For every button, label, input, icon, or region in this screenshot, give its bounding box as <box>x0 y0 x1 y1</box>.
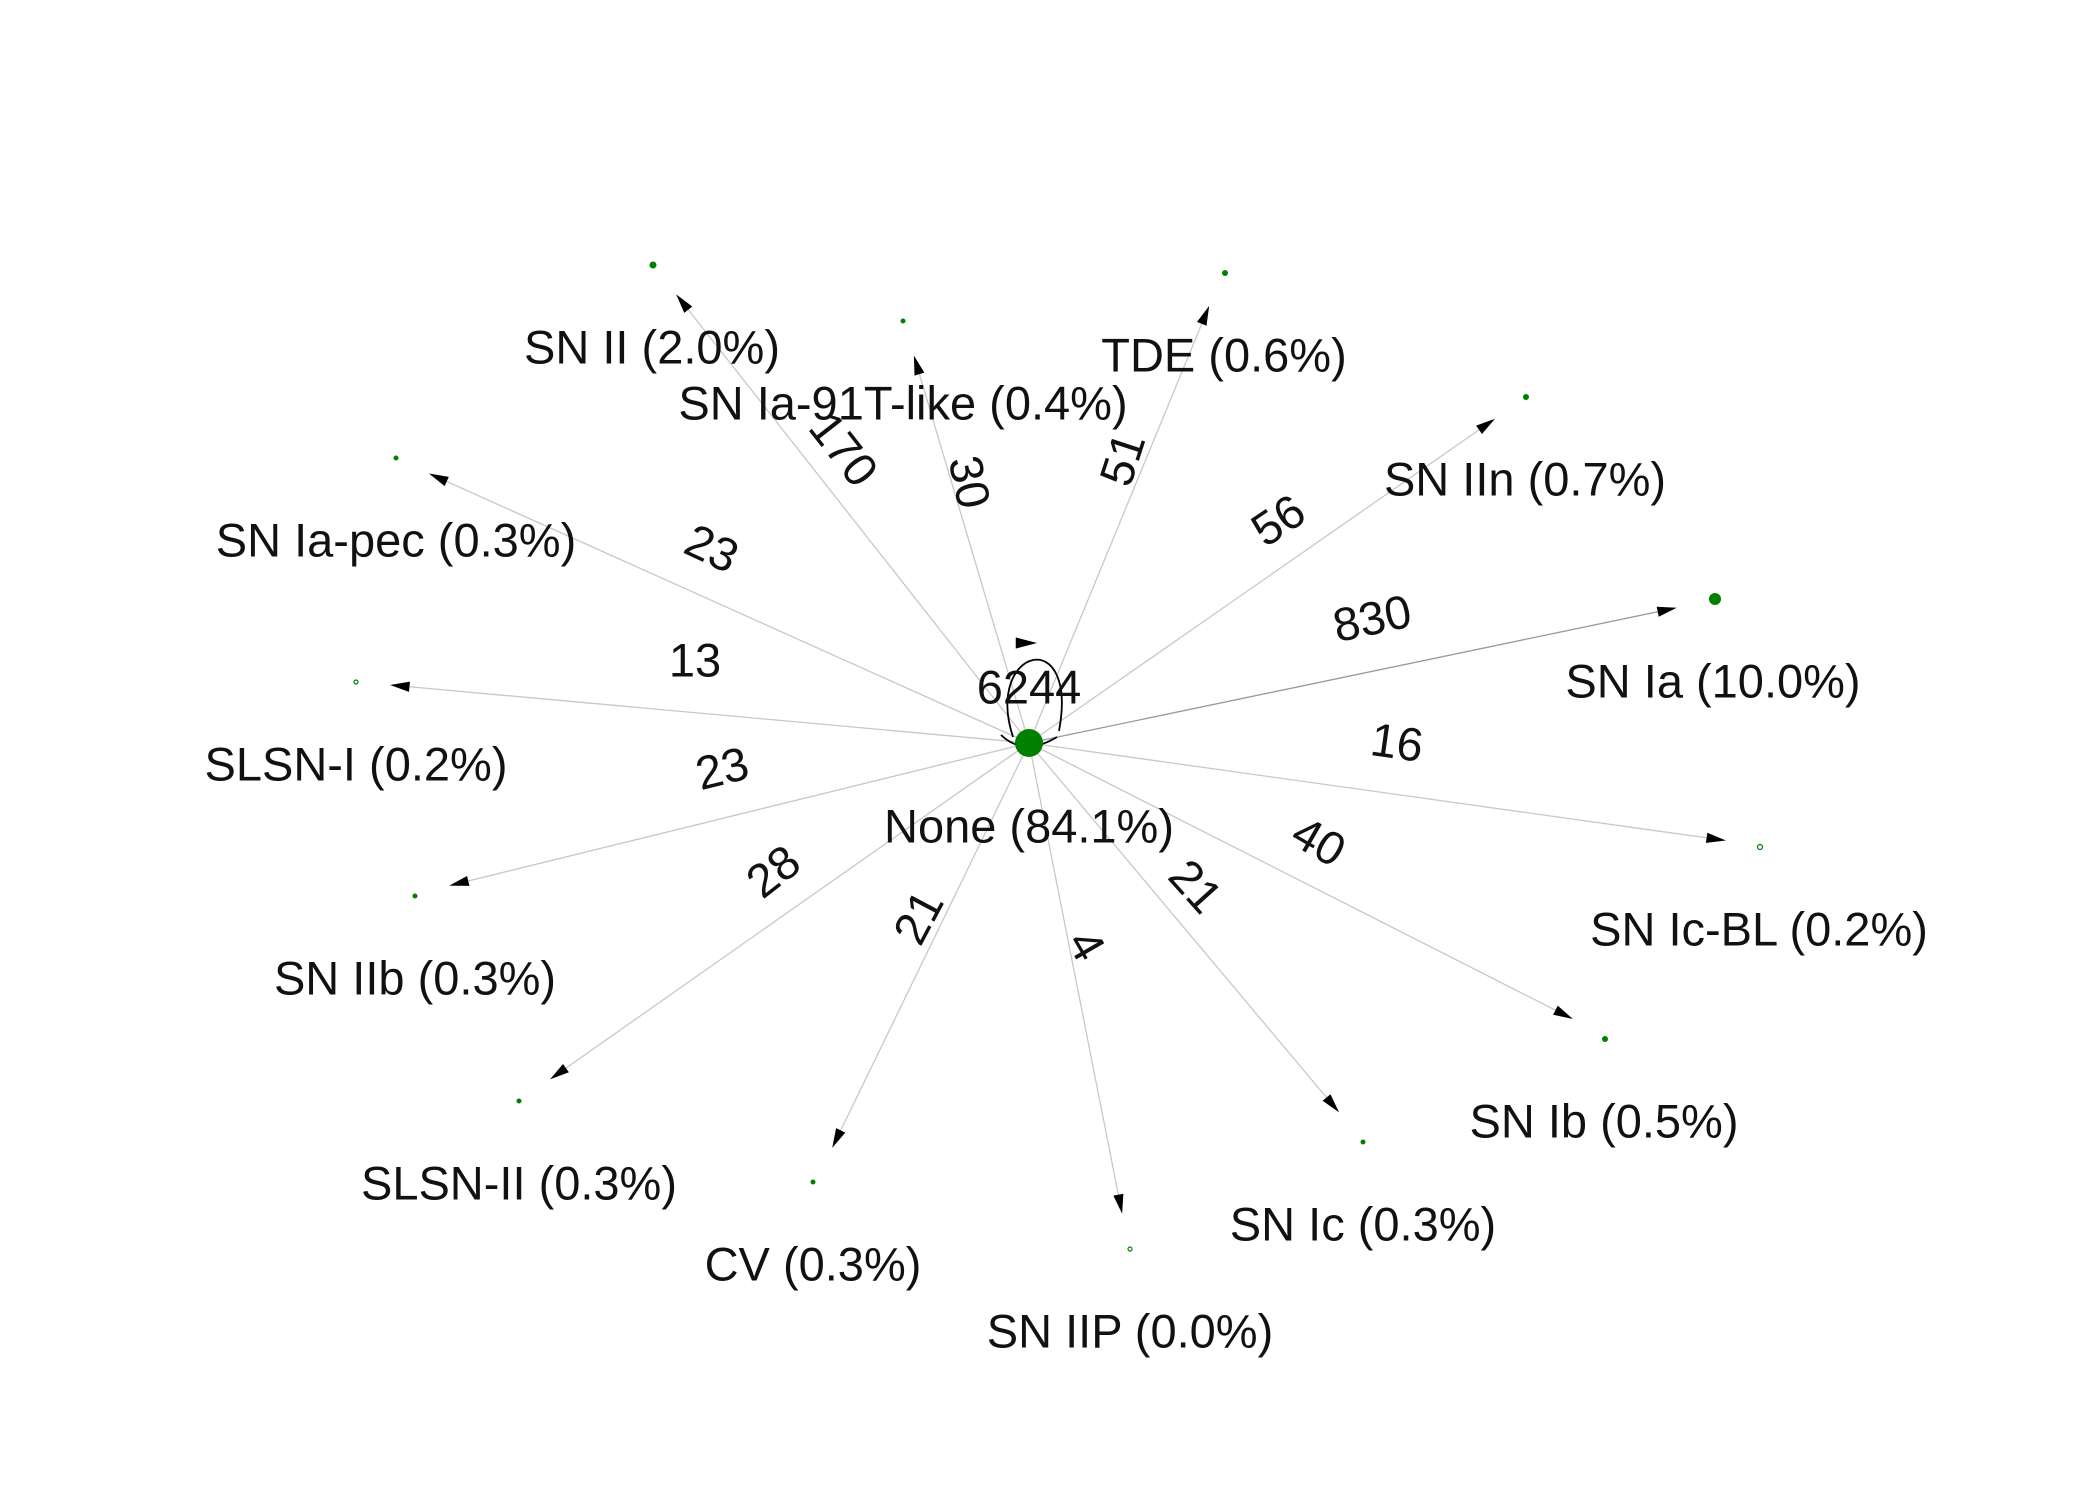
edge-none-to-slsn_ii <box>558 742 1030 1074</box>
arrowhead-sn_ic_bl <box>1705 832 1726 843</box>
node-slsn_ii <box>516 1098 522 1104</box>
edge-none-to-sn_iip <box>1028 742 1121 1204</box>
arrowhead-cv <box>832 1128 846 1148</box>
node-label-sn_iib: SN IIb (0.3%) <box>274 952 556 1005</box>
self-loop-edge <box>1006 658 1063 738</box>
edge-none-to-sn_iib <box>459 742 1030 884</box>
edge-count-label: 16 <box>1367 712 1426 772</box>
edge-count-label: 23 <box>677 513 747 583</box>
edge-count-label: 21 <box>1159 849 1233 923</box>
node-label-none: None (84.1%) <box>884 800 1174 853</box>
node-none <box>1015 729 1043 757</box>
node-label-sn_ii: SN II (2.0%) <box>524 321 780 374</box>
node-sn_ia_91t <box>900 318 906 324</box>
arrowhead-sn_iib <box>449 876 470 886</box>
edge-none-to-slsn_i <box>400 685 1030 744</box>
node-sn_iip <box>1127 1246 1133 1252</box>
node-label-slsn_ii: SLSN-II (0.3%) <box>361 1157 677 1210</box>
node-labels-layer: None (84.1%)SN Ia (10.0%)SN II (2.0%)SN … <box>205 321 1928 1358</box>
arrowhead-slsn_ii <box>549 1063 569 1080</box>
node-sn_iib <box>412 893 418 899</box>
node-label-slsn_i: SLSN-I (0.2%) <box>205 738 508 791</box>
node-sn_ia <box>1709 593 1721 605</box>
node-label-sn_ia_91t: SN Ia-91T-like (0.4%) <box>678 377 1127 430</box>
node-sn_ic_bl <box>1756 843 1764 851</box>
edge-count-label: 30 <box>939 451 1002 513</box>
node-cv <box>810 1179 816 1185</box>
edge-none-to-sn_ia <box>1028 609 1667 744</box>
edge-count-label: 21 <box>882 881 953 952</box>
node-slsn_i <box>353 679 359 685</box>
nodes-layer <box>353 261 1764 1252</box>
node-tde <box>1222 270 1228 276</box>
edge-count-label: 51 <box>1089 426 1156 492</box>
arrowhead-sn_iin <box>1476 418 1496 435</box>
arrowhead-sn_ib <box>1553 1005 1573 1019</box>
arrowhead-sn_ia_91t <box>913 355 925 376</box>
node-label-sn_ic_bl: SN Ic-BL (0.2%) <box>1590 903 1928 956</box>
arrowhead-sn_ia <box>1656 606 1677 617</box>
node-label-sn_ia: SN Ia (10.0%) <box>1565 655 1860 708</box>
arrowhead-sn_iip <box>1113 1193 1124 1214</box>
edge-none-to-cv <box>836 742 1030 1139</box>
edge-none-to-sn_ia_pec <box>438 477 1030 744</box>
edge-none-to-sn_ia_91t <box>916 365 1030 744</box>
self-loop-arrowhead <box>1015 637 1037 649</box>
self-loop-count-label: 6244 <box>977 661 1082 714</box>
edge-count-label: 4 <box>1058 920 1117 969</box>
edge-count-label: 40 <box>1283 805 1355 877</box>
arrowhead-sn_ia_pec <box>428 473 449 487</box>
node-label-sn_iip: SN IIP (0.0%) <box>987 1305 1273 1358</box>
node-sn_ib <box>1602 1036 1608 1042</box>
edges-layer <box>400 302 1716 1204</box>
node-sn_ii <box>649 261 657 269</box>
node-label-sn_iin: SN IIn (0.7%) <box>1384 453 1666 506</box>
edge-none-to-sn_ii <box>682 302 1030 744</box>
edge-none-to-sn_ic <box>1028 742 1333 1105</box>
edge-count-label: 830 <box>1328 584 1416 652</box>
arrowhead-tde <box>1197 305 1210 326</box>
edge-count-label: 56 <box>1242 483 1315 556</box>
arrowhead-sn_ic <box>1322 1094 1340 1113</box>
node-label-sn_ia_pec: SN Ia-pec (0.3%) <box>216 514 576 567</box>
arrowhead-sn_ii <box>676 294 693 313</box>
arrowhead-slsn_i <box>390 681 410 692</box>
node-label-sn_ic: SN Ic (0.3%) <box>1230 1198 1496 1251</box>
edge-count-label: 13 <box>669 634 721 687</box>
node-sn_iin <box>1523 394 1529 400</box>
node-label-sn_ib: SN Ib (0.5%) <box>1469 1095 1738 1148</box>
edge-count-label: 23 <box>690 736 754 800</box>
edge-none-to-sn_ib <box>1028 742 1564 1015</box>
node-label-cv: CV (0.3%) <box>705 1238 922 1291</box>
edge-none-to-tde <box>1028 315 1206 744</box>
node-label-tde: TDE (0.6%) <box>1101 329 1347 382</box>
node-sn_ia_pec <box>393 455 399 461</box>
edge-count-label: 28 <box>736 834 810 908</box>
arrows-layer <box>390 294 1726 1214</box>
edge-none-to-sn_iin <box>1028 424 1487 744</box>
edge-none-to-sn_ic_bl <box>1028 742 1716 840</box>
node-sn_ic <box>1360 1139 1366 1145</box>
